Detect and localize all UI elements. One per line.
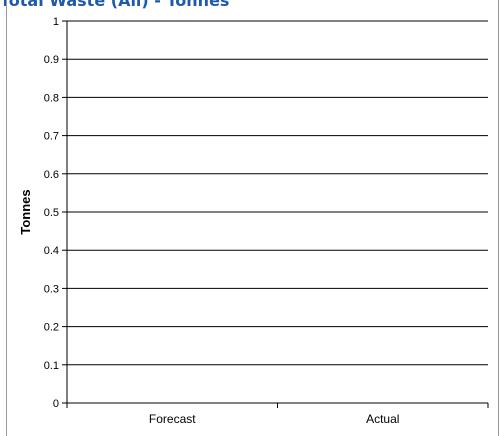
- chart-frame-right-border: [498, 0, 499, 436]
- y-tick-label: 0.7: [44, 131, 59, 143]
- x-category-labels: Forecast Actual: [149, 412, 400, 426]
- y-tick-label: 0: [53, 398, 59, 410]
- y-tick-label: 0.6: [44, 169, 59, 181]
- chart-frame-left-border: [6, 0, 7, 436]
- y-tick-label: 0.2: [44, 322, 59, 334]
- gridlines: [67, 20, 488, 366]
- y-tick-label: 0.3: [44, 283, 59, 295]
- chart-title: Total Waste (All) - Tonnes: [0, 0, 230, 10]
- y-tick-label: 1: [53, 16, 59, 28]
- y-axis-title: Tonnes: [18, 189, 33, 234]
- x-category-label: Forecast: [149, 412, 196, 426]
- y-tick-label: 0.4: [44, 245, 59, 257]
- axes: [62, 20, 489, 408]
- y-tick-label: 0.8: [44, 92, 59, 104]
- y-tick-label: 0.1: [44, 360, 59, 372]
- y-tick-label: 0.9: [44, 54, 59, 66]
- y-tick-label: 0.5: [44, 207, 59, 219]
- y-tick-labels: 0 0.1 0.2 0.3 0.4 0.5 0.6 0.7 0.8 0.9 1: [44, 16, 59, 410]
- x-category-label: Actual: [366, 412, 399, 426]
